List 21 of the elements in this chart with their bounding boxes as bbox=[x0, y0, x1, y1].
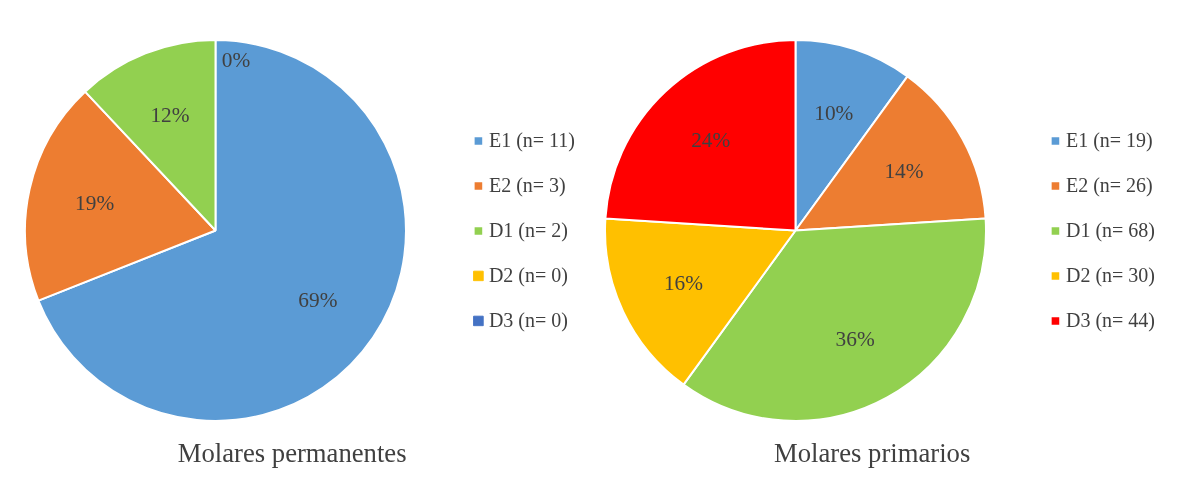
legend-label: D2 (n= 0) bbox=[488, 263, 568, 287]
data-label: 12% bbox=[150, 103, 190, 128]
legend-label: D2 (n= 30) bbox=[1065, 263, 1155, 287]
text: Molares permanentes bbox=[177, 437, 407, 468]
legend-label: D1 (n= 68) bbox=[1065, 218, 1155, 242]
legend-label: D3 (n= 0) bbox=[488, 308, 568, 332]
legend-label: E1 (n= 11) bbox=[488, 128, 575, 152]
data-label: 24% bbox=[691, 128, 731, 153]
legend-label: E1 (n= 19) bbox=[1065, 128, 1153, 152]
data-label: 16% bbox=[663, 271, 704, 296]
legend-label: E2 (n= 3) bbox=[488, 173, 566, 197]
data-label: 19% bbox=[75, 191, 115, 216]
legend-label: D1 (n= 2) bbox=[488, 218, 568, 242]
legend-label: E2 (n= 26) bbox=[1065, 173, 1153, 197]
data-label: 14% bbox=[884, 158, 924, 183]
data-label: 10% bbox=[814, 100, 854, 125]
text: 0% bbox=[221, 48, 251, 73]
text: Molares primarios bbox=[774, 437, 971, 468]
data-label: 36% bbox=[835, 327, 875, 351]
data-label: 69% bbox=[298, 288, 338, 313]
legend-label: D3 (n= 44) bbox=[1065, 308, 1155, 332]
